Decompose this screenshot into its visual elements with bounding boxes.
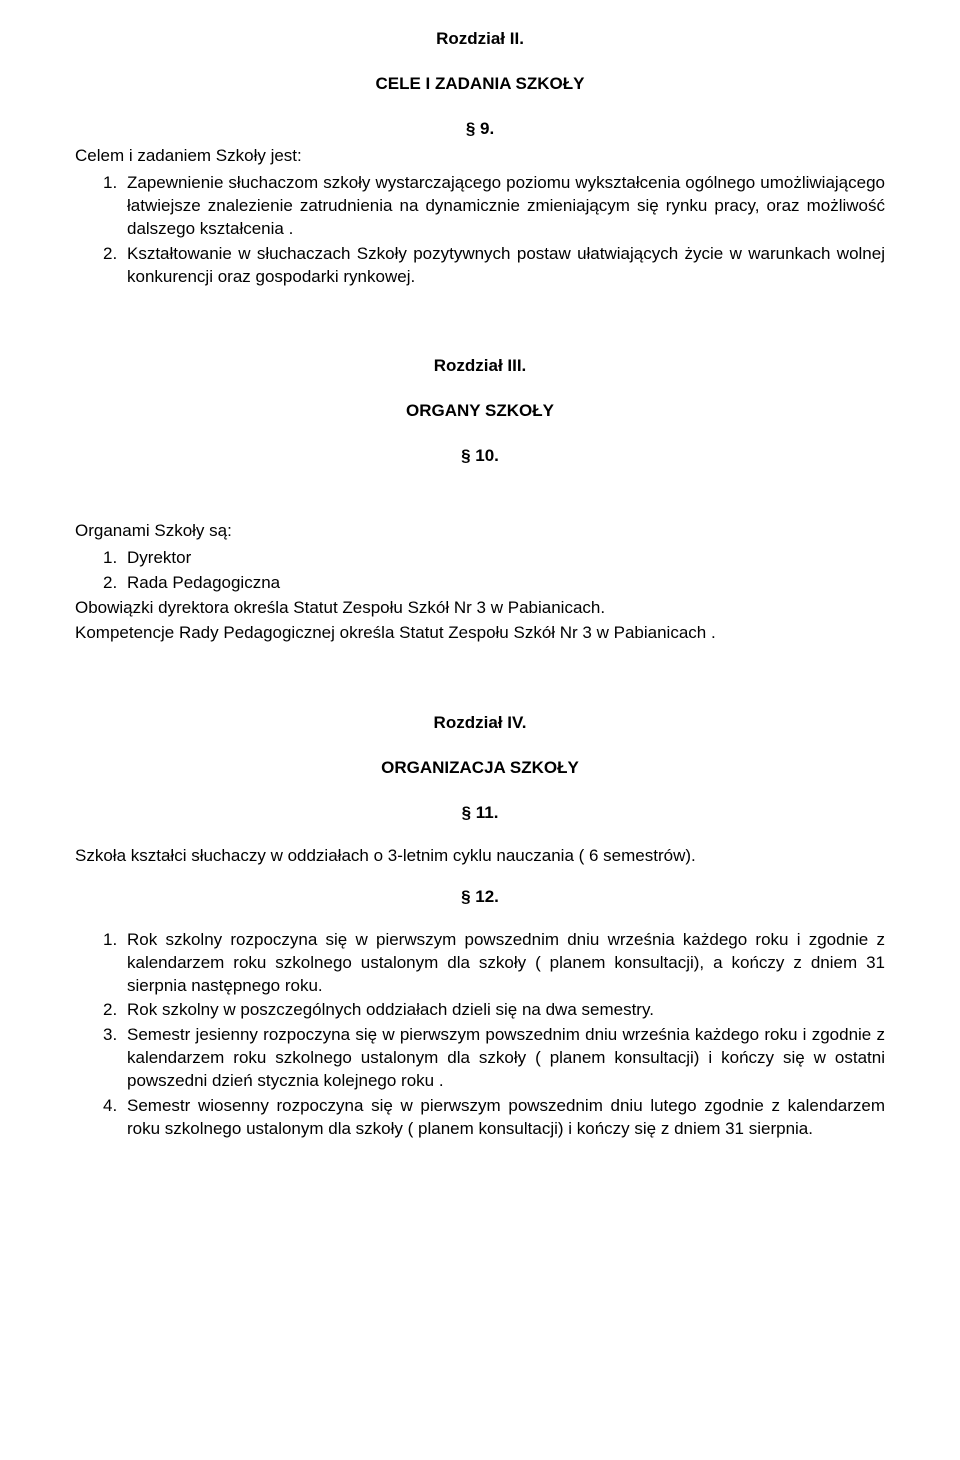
chapter-3-title: ORGANY SZKOŁY: [75, 400, 885, 423]
list-item: 4. Semestr wiosenny rozpoczyna się w pie…: [103, 1095, 885, 1141]
list-marker: 2.: [103, 243, 127, 289]
list-marker: 3.: [103, 1024, 127, 1093]
list-marker: 1.: [103, 929, 127, 998]
chapter-3-heading: Rozdział III.: [75, 355, 885, 378]
para-9-list: 1. Zapewnienie słuchaczom szkoły wystarc…: [75, 172, 885, 289]
list-text: Dyrektor: [127, 547, 885, 570]
para-10-number: § 10.: [75, 445, 885, 468]
para-10-after-2: Kompetencje Rady Pedagogicznej określa S…: [75, 622, 885, 645]
chapter-2-title: CELE I ZADANIA SZKOŁY: [75, 73, 885, 96]
list-item: 2. Rok szkolny w poszczególnych oddziała…: [103, 999, 885, 1022]
list-item: 2. Rada Pedagogiczna: [103, 572, 885, 595]
list-text: Semestr jesienny rozpoczyna się w pierws…: [127, 1024, 885, 1093]
list-marker: 1.: [103, 172, 127, 241]
list-text: Zapewnienie słuchaczom szkoły wystarczaj…: [127, 172, 885, 241]
list-item: 1. Rok szkolny rozpoczyna się w pierwszy…: [103, 929, 885, 998]
list-text: Kształtowanie w słuchaczach Szkoły pozyt…: [127, 243, 885, 289]
para-10-after-1: Obowiązki dyrektora określa Statut Zespo…: [75, 597, 885, 620]
list-item: 1. Zapewnienie słuchaczom szkoły wystarc…: [103, 172, 885, 241]
list-text: Rok szkolny rozpoczyna się w pierwszym p…: [127, 929, 885, 998]
list-text: Semestr wiosenny rozpoczyna się w pierws…: [127, 1095, 885, 1141]
list-marker: 2.: [103, 572, 127, 595]
list-text: Rok szkolny w poszczególnych oddziałach …: [127, 999, 885, 1022]
para-9-number: § 9.: [75, 118, 885, 141]
list-item: 2. Kształtowanie w słuchaczach Szkoły po…: [103, 243, 885, 289]
list-text: Rada Pedagogiczna: [127, 572, 885, 595]
para-12-list: 1. Rok szkolny rozpoczyna się w pierwszy…: [75, 929, 885, 1141]
chapter-4-heading: Rozdział IV.: [75, 712, 885, 735]
chapter-2-heading: Rozdział II.: [75, 28, 885, 51]
para-10-list: 1. Dyrektor 2. Rada Pedagogiczna: [75, 547, 885, 595]
list-marker: 4.: [103, 1095, 127, 1141]
para-9-intro: Celem i zadaniem Szkoły jest:: [75, 145, 885, 168]
list-item: 1. Dyrektor: [103, 547, 885, 570]
list-marker: 1.: [103, 547, 127, 570]
list-marker: 2.: [103, 999, 127, 1022]
para-12-number: § 12.: [75, 886, 885, 909]
list-item: 3. Semestr jesienny rozpoczyna się w pie…: [103, 1024, 885, 1093]
para-10-intro: Organami Szkoły są:: [75, 520, 885, 543]
chapter-4-title: ORGANIZACJA SZKOŁY: [75, 757, 885, 780]
para-11-number: § 11.: [75, 802, 885, 825]
para-11-text: Szkoła kształci słuchaczy w oddziałach o…: [75, 845, 885, 868]
